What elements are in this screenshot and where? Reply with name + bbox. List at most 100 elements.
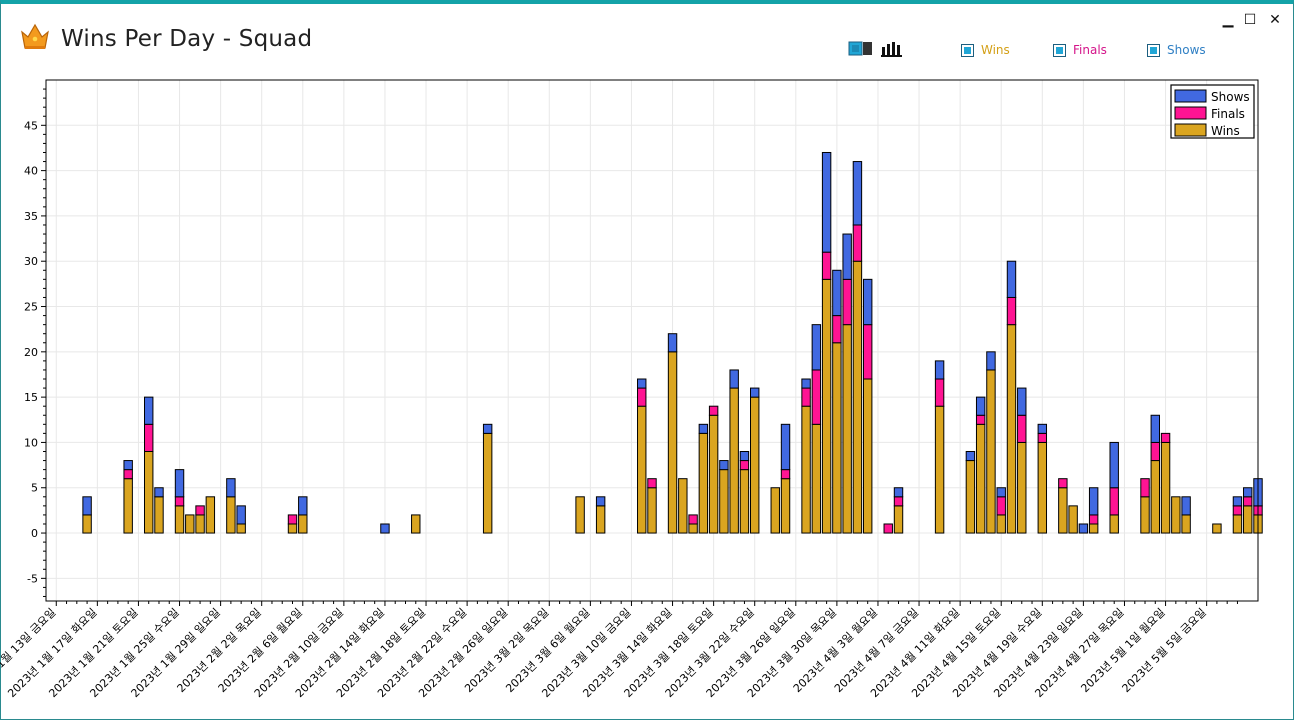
bar-finals[interactable] xyxy=(1232,505,1243,516)
bar-wins[interactable] xyxy=(575,496,585,534)
bar-wins[interactable] xyxy=(123,478,133,534)
bar-wins[interactable] xyxy=(298,514,308,534)
bar-finals[interactable] xyxy=(1088,514,1099,525)
minimize-button[interactable]: ▁ xyxy=(1222,11,1234,27)
bar-wins[interactable] xyxy=(1109,514,1119,534)
bar-wins[interactable] xyxy=(934,405,945,534)
bar-wins[interactable] xyxy=(770,487,780,534)
bar-finals[interactable] xyxy=(123,469,133,480)
bar-finals[interactable] xyxy=(883,523,893,534)
bar-shows[interactable] xyxy=(637,378,647,389)
bar-wins[interactable] xyxy=(1212,523,1222,534)
bar-shows[interactable] xyxy=(482,423,493,434)
bar-shows[interactable] xyxy=(174,469,185,498)
bar-finals[interactable] xyxy=(1109,487,1119,516)
column-layout-icon[interactable] xyxy=(848,40,874,58)
bar-finals[interactable] xyxy=(144,423,154,452)
bar-shows[interactable] xyxy=(862,278,873,326)
bar-wins[interactable] xyxy=(82,514,92,534)
finals-checkbox[interactable] xyxy=(1053,43,1066,57)
close-button[interactable]: ✕ xyxy=(1269,11,1281,27)
bar-wins[interactable] xyxy=(1006,324,1017,534)
bar-wins[interactable] xyxy=(780,478,791,534)
bar-shows[interactable] xyxy=(595,496,606,507)
wins-checkbox[interactable] xyxy=(961,43,974,57)
bar-shows[interactable] xyxy=(750,387,760,398)
bar-finals[interactable] xyxy=(934,378,945,407)
bar-finals[interactable] xyxy=(780,469,791,480)
bar-shows[interactable] xyxy=(1181,496,1191,516)
bar-wins[interactable] xyxy=(1243,505,1253,534)
bar-shows[interactable] xyxy=(298,496,308,516)
bar-shows[interactable] xyxy=(811,324,822,371)
bar-finals[interactable] xyxy=(862,324,873,380)
bar-wins[interactable] xyxy=(965,460,976,534)
bar-finals[interactable] xyxy=(1243,496,1253,507)
bar-wins[interactable] xyxy=(975,423,986,534)
bar-shows[interactable] xyxy=(380,523,390,534)
bar-finals[interactable] xyxy=(708,405,719,416)
shows-checkbox[interactable] xyxy=(1147,43,1160,57)
bar-shows[interactable] xyxy=(1006,260,1017,298)
bar-shows[interactable] xyxy=(1078,523,1089,534)
bar-wins[interactable] xyxy=(811,423,822,534)
bar-finals[interactable] xyxy=(996,496,1006,516)
bar-finals[interactable] xyxy=(1150,441,1160,462)
bar-shows[interactable] xyxy=(719,460,729,471)
bar-wins[interactable] xyxy=(236,523,246,534)
bar-wins[interactable] xyxy=(226,496,236,534)
bar-shows[interactable] xyxy=(1243,487,1253,498)
bar-shows[interactable] xyxy=(986,351,996,371)
bar-finals[interactable] xyxy=(893,496,904,507)
bar-shows[interactable] xyxy=(1037,423,1048,434)
bar-finals[interactable] xyxy=(195,505,205,516)
toggle-finals[interactable]: Finals xyxy=(1053,42,1107,58)
toggle-shows[interactable]: Shows xyxy=(1147,42,1206,58)
bar-wins[interactable] xyxy=(719,469,729,534)
bar-shows[interactable] xyxy=(698,423,709,434)
bar-shows[interactable] xyxy=(1232,496,1243,507)
bar-shows[interactable] xyxy=(1017,387,1027,416)
bar-shows[interactable] xyxy=(893,487,904,498)
bar-finals[interactable] xyxy=(832,315,842,344)
bar-shows[interactable] xyxy=(996,487,1006,498)
bar-wins[interactable] xyxy=(893,505,904,534)
bar-wins[interactable] xyxy=(195,514,205,534)
bar-shows[interactable] xyxy=(852,161,863,226)
bar-wins[interactable] xyxy=(1232,514,1243,534)
toggle-wins[interactable]: Wins xyxy=(961,42,1010,58)
bar-shows[interactable] xyxy=(729,369,739,389)
bar-wins[interactable] xyxy=(801,405,811,534)
bar-shows[interactable] xyxy=(1088,487,1099,516)
bar-finals[interactable] xyxy=(1160,432,1171,443)
bar-shows[interactable] xyxy=(801,378,811,389)
bar-wins[interactable] xyxy=(1068,505,1078,534)
bar-shows[interactable] xyxy=(780,423,791,471)
bar-wins[interactable] xyxy=(729,387,739,534)
bar-shows[interactable] xyxy=(154,487,164,498)
bar-wins[interactable] xyxy=(688,523,698,534)
bar-wins[interactable] xyxy=(1058,487,1068,534)
bar-finals[interactable] xyxy=(811,369,822,425)
bar-wins[interactable] xyxy=(862,378,873,534)
bar-wins[interactable] xyxy=(1171,496,1181,534)
bar-finals[interactable] xyxy=(1006,296,1017,326)
bar-finals[interactable] xyxy=(1058,478,1068,489)
bar-finals[interactable] xyxy=(647,478,657,489)
bar-wins[interactable] xyxy=(1140,496,1150,534)
bar-wins[interactable] xyxy=(1037,441,1048,534)
bar-finals[interactable] xyxy=(1140,478,1150,498)
bar-wins[interactable] xyxy=(1150,460,1160,534)
bar-shows[interactable] xyxy=(667,333,678,353)
bar-wins[interactable] xyxy=(832,342,842,534)
bar-finals[interactable] xyxy=(1017,414,1027,443)
bar-shows[interactable] xyxy=(144,396,154,425)
bar-finals[interactable] xyxy=(174,496,185,507)
bar-wins[interactable] xyxy=(154,496,164,534)
bar-wins[interactable] xyxy=(750,396,760,534)
bar-shows[interactable] xyxy=(226,478,236,498)
bar-shows[interactable] xyxy=(832,269,842,317)
bar-finals[interactable] xyxy=(975,414,986,425)
bar-wins[interactable] xyxy=(708,414,719,534)
